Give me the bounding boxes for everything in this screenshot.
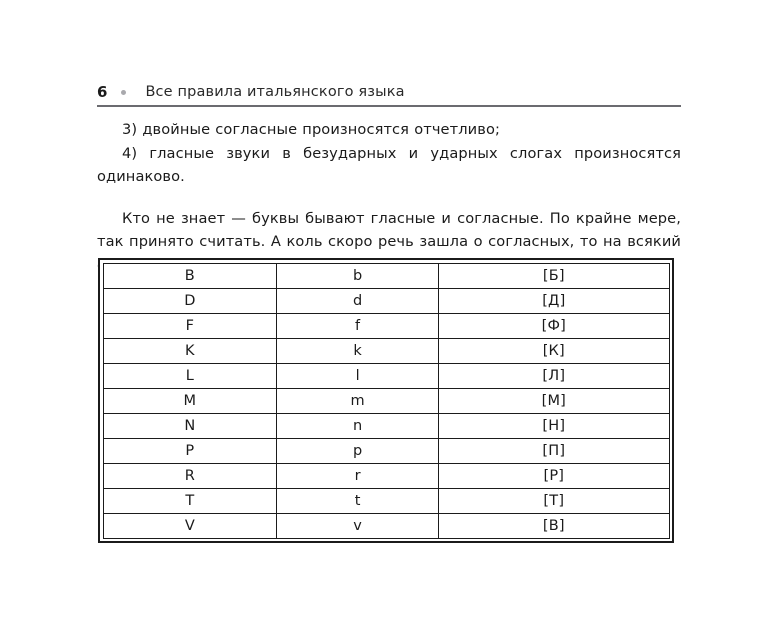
cell-uppercase: F: [102, 312, 278, 339]
cell-sound: [К]: [438, 337, 670, 364]
table-row: B b [Б]: [102, 262, 670, 289]
cell-lowercase: t: [276, 487, 440, 514]
cell-lowercase: f: [276, 312, 440, 339]
body-text: 3) двойные согласные произносятся отчетл…: [97, 118, 681, 277]
table-body: B b [Б] D d [Д] F f [Ф] K k [К]: [102, 262, 670, 539]
cell-lowercase: p: [276, 437, 440, 464]
table-row: K k [К]: [102, 337, 670, 364]
cell-sound: [М]: [438, 387, 670, 414]
table-row: M m [М]: [102, 387, 670, 414]
cell-uppercase: B: [102, 262, 278, 289]
cell-lowercase: l: [276, 362, 440, 389]
cell-sound: [Р]: [438, 462, 670, 489]
cell-sound: [Б]: [438, 262, 670, 289]
running-head: 6 Все правила итальянского языка: [97, 80, 681, 104]
cell-lowercase: m: [276, 387, 440, 414]
table-row: P p [П]: [102, 437, 670, 464]
cell-lowercase: b: [276, 262, 440, 289]
cell-sound: [Т]: [438, 487, 670, 514]
cell-lowercase: r: [276, 462, 440, 489]
table-row: R r [Р]: [102, 462, 670, 489]
cell-uppercase: L: [102, 362, 278, 389]
cell-lowercase: k: [276, 337, 440, 364]
cell-lowercase: n: [276, 412, 440, 439]
cell-sound: [Н]: [438, 412, 670, 439]
paragraph-item-4: 4) гласные звуки в безударных и ударных …: [97, 144, 681, 186]
cell-sound: [Л]: [438, 362, 670, 389]
paragraph-item-3: 3) двойные согласные произносятся отчетл…: [122, 121, 500, 138]
table-row: N n [Н]: [102, 412, 670, 439]
cell-uppercase: N: [102, 412, 278, 439]
table-row: T t [Т]: [102, 487, 670, 514]
page-number: 6: [97, 83, 108, 101]
cell-sound: [Ф]: [438, 312, 670, 339]
table-row: V v [В]: [102, 512, 670, 539]
cell-uppercase: P: [102, 437, 278, 464]
header-divider: [97, 105, 681, 107]
table-row: F f [Ф]: [102, 312, 670, 339]
consonant-letters-table: B b [Б] D d [Д] F f [Ф] K k [К]: [102, 262, 670, 539]
book-title: Все правила итальянского языка: [145, 84, 405, 100]
cell-uppercase: M: [102, 387, 278, 414]
cell-uppercase: D: [102, 287, 278, 314]
table-row: L l [Л]: [102, 362, 670, 389]
cell-uppercase: T: [102, 487, 278, 514]
cell-uppercase: V: [102, 512, 278, 539]
cell-uppercase: R: [102, 462, 278, 489]
table-row: D d [Д]: [102, 287, 670, 314]
bullet-dot-icon: [121, 89, 127, 95]
cell-lowercase: d: [276, 287, 440, 314]
cell-lowercase: v: [276, 512, 440, 539]
cell-uppercase: K: [102, 337, 278, 364]
cell-sound: [П]: [438, 437, 670, 464]
consonant-letters-table-frame: B b [Б] D d [Д] F f [Ф] K k [К]: [98, 258, 674, 543]
cell-sound: [Д]: [438, 287, 670, 314]
cell-sound: [В]: [438, 512, 670, 539]
